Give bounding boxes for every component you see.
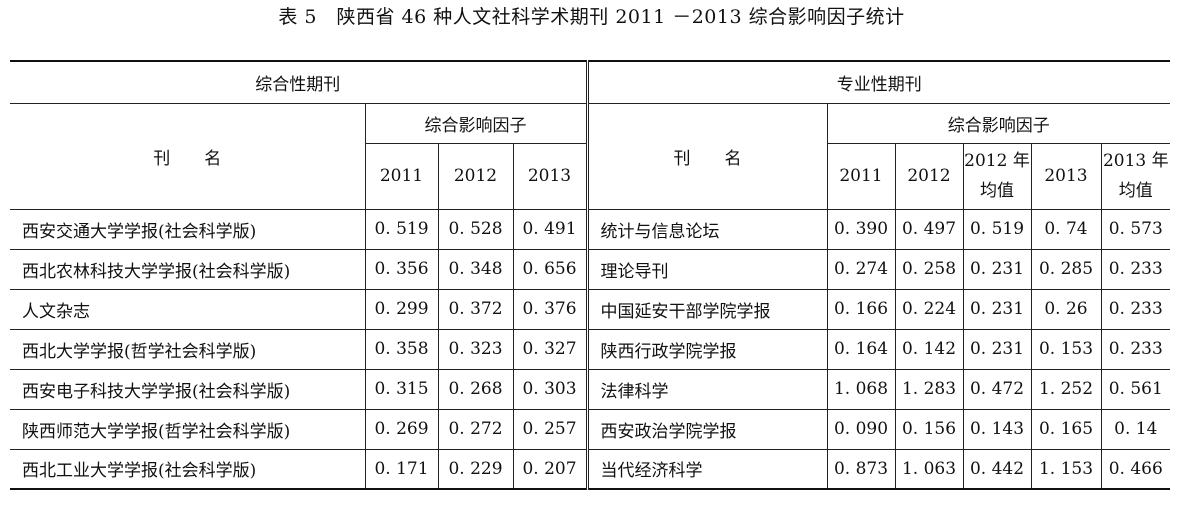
right-value-cell: 0. 258 [894, 248, 964, 290]
table-row: 西北农林科技大学学报(社会科学版) 0. 356 0. 348 0. 656 理论导刊 0… [10, 248, 1171, 290]
left-factor-header: 综合影响因子 [364, 102, 589, 144]
right-journal-name: 西安政治学院学报 [586, 408, 828, 450]
right-value-cell: 0. 14 [1100, 408, 1171, 450]
right-journal-name: 中国延安干部学院学报 [586, 288, 828, 330]
right-value-cell: 0. 224 [894, 288, 964, 330]
left-value-cell: 0. 356 [364, 248, 439, 290]
right-value-cell: 0. 472 [962, 368, 1032, 410]
impact-factor-table: 综合性期刊 专业性期刊 刊 名 综合影响因子 刊 名 综合影响因子 2011 2… [10, 60, 1171, 490]
left-journal-name: 西安交通大学学报(社会科学版) [10, 208, 366, 250]
right-value-cell: 1. 068 [826, 368, 896, 410]
left-name-header: 刊 名 [10, 102, 366, 210]
left-year-2013: 2013 [512, 142, 589, 210]
right-value-cell: 0. 442 [962, 448, 1032, 490]
right-value-cell: 0. 164 [826, 328, 896, 370]
left-year-2012: 2012 [437, 142, 514, 210]
right-value-cell: 0. 74 [1030, 208, 1102, 250]
right-journal-name: 陕西行政学院学报 [586, 328, 828, 370]
right-col-2013: 2013 [1030, 142, 1102, 210]
right-value-cell: 0. 233 [1100, 288, 1171, 330]
right-col-2011: 2011 [826, 142, 896, 210]
table-row: 陕西师范大学学报(哲学社会科学版) 0. 269 0. 272 0. 257 西安政治学… [10, 408, 1171, 450]
factor-header-row: 刊 名 综合影响因子 刊 名 综合影响因子 [10, 102, 1171, 210]
left-value-cell: 0. 358 [364, 328, 439, 370]
right-value-cell: 0. 090 [826, 408, 896, 450]
table-row: 人文杂志 0. 299 0. 372 0. 376 中国延安干部学院学报 0. 166 0.… [10, 288, 1171, 330]
right-value-cell: 0. 274 [826, 248, 896, 290]
left-journal-name: 西北工业大学学报(社会科学版) [10, 448, 366, 490]
left-value-cell: 0. 315 [364, 368, 439, 410]
left-journal-name: 陕西师范大学学报(哲学社会科学版) [10, 408, 366, 450]
right-value-cell: 1. 283 [894, 368, 964, 410]
left-value-cell: 0. 272 [437, 408, 514, 450]
left-journal-name: 人文杂志 [10, 288, 366, 330]
left-value-cell: 0. 269 [364, 408, 439, 450]
right-factor-header: 综合影响因子 [826, 102, 1171, 144]
table-wrapper: 综合性期刊 专业性期刊 刊 名 综合影响因子 刊 名 综合影响因子 2011 2… [10, 60, 1171, 490]
right-journal-name: 统计与信息论坛 [586, 208, 828, 250]
right-journal-name: 当代经济科学 [586, 448, 828, 490]
left-value-cell: 0. 372 [437, 288, 514, 330]
right-value-cell: 0. 26 [1030, 288, 1102, 330]
right-value-cell: 0. 142 [894, 328, 964, 370]
right-journal-name: 法律科学 [586, 368, 828, 410]
right-value-cell: 0. 561 [1100, 368, 1171, 410]
left-value-cell: 0. 323 [437, 328, 514, 370]
right-value-cell: 0. 573 [1100, 208, 1171, 250]
right-value-cell: 0. 233 [1100, 248, 1171, 290]
left-value-cell: 0. 257 [512, 408, 589, 450]
right-value-cell: 0. 519 [962, 208, 1032, 250]
right-col-2013-avg: 2013 年均值 [1100, 142, 1171, 210]
left-value-cell: 0. 528 [437, 208, 514, 250]
left-journal-name: 西北农林科技大学学报(社会科学版) [10, 248, 366, 290]
right-value-cell: 0. 231 [962, 288, 1032, 330]
right-value-cell: 0. 233 [1100, 328, 1171, 370]
right-value-cell: 0. 497 [894, 208, 964, 250]
left-value-cell: 0. 376 [512, 288, 589, 330]
right-value-cell: 0. 231 [962, 328, 1032, 370]
right-value-cell: 0. 466 [1100, 448, 1171, 490]
left-value-cell: 0. 327 [512, 328, 589, 370]
left-journal-name: 西安电子科技大学学报(社会科学版) [10, 368, 366, 410]
table-row: 西安电子科技大学学报(社会科学版) 0. 315 0. 268 0. 303 法律科学 1… [10, 368, 1171, 410]
left-year-2011: 2011 [365, 142, 439, 210]
right-col-2012-avg: 2012 年均值 [962, 142, 1032, 210]
right-name-header: 刊 名 [586, 102, 828, 210]
group-header-row: 综合性期刊 专业性期刊 [10, 60, 1171, 104]
left-value-cell: 0. 299 [364, 288, 439, 330]
left-journal-name: 西北大学学报(哲学社会科学版) [10, 328, 366, 370]
right-value-cell: 1. 153 [1030, 448, 1102, 490]
table-row: 西安交通大学学报(社会科学版) 0. 519 0. 528 0. 491 统计与信息论坛… [10, 208, 1171, 250]
table-caption: 表 5 陕西省 46 种人文社科学术期刊 2011 －2013 综合影响因子统计 [278, 6, 905, 28]
right-value-cell: 1. 063 [894, 448, 964, 490]
left-value-cell: 0. 303 [512, 368, 589, 410]
right-journal-name: 理论导刊 [586, 248, 828, 290]
table-row: 西北大学学报(哲学社会科学版) 0. 358 0. 323 0. 327 陕西行政学院学… [10, 328, 1171, 370]
right-value-cell: 0. 166 [826, 288, 896, 330]
right-group-title: 专业性期刊 [586, 60, 1171, 104]
right-value-cell: 0. 153 [1030, 328, 1102, 370]
right-value-cell: 0. 143 [962, 408, 1032, 450]
left-value-cell: 0. 519 [364, 208, 439, 250]
right-value-cell: 0. 390 [826, 208, 896, 250]
left-value-cell: 0. 348 [437, 248, 514, 290]
right-value-cell: 0. 165 [1030, 408, 1102, 450]
right-value-cell: 0. 285 [1030, 248, 1102, 290]
left-value-cell: 0. 229 [437, 448, 514, 490]
left-group-title: 综合性期刊 [10, 60, 589, 104]
left-value-cell: 0. 656 [512, 248, 589, 290]
left-value-cell: 0. 171 [364, 448, 439, 490]
right-value-cell: 0. 156 [894, 408, 964, 450]
left-value-cell: 0. 268 [437, 368, 514, 410]
right-value-cell: 0. 873 [826, 448, 896, 490]
left-value-cell: 0. 491 [512, 208, 589, 250]
table-row: 西北工业大学学报(社会科学版) 0. 171 0. 229 0. 207 当代经济科学 0… [10, 448, 1171, 490]
left-value-cell: 0. 207 [512, 448, 589, 490]
right-value-cell: 1. 252 [1030, 368, 1102, 410]
right-value-cell: 0. 231 [962, 248, 1032, 290]
right-col-2012: 2012 [894, 142, 964, 210]
